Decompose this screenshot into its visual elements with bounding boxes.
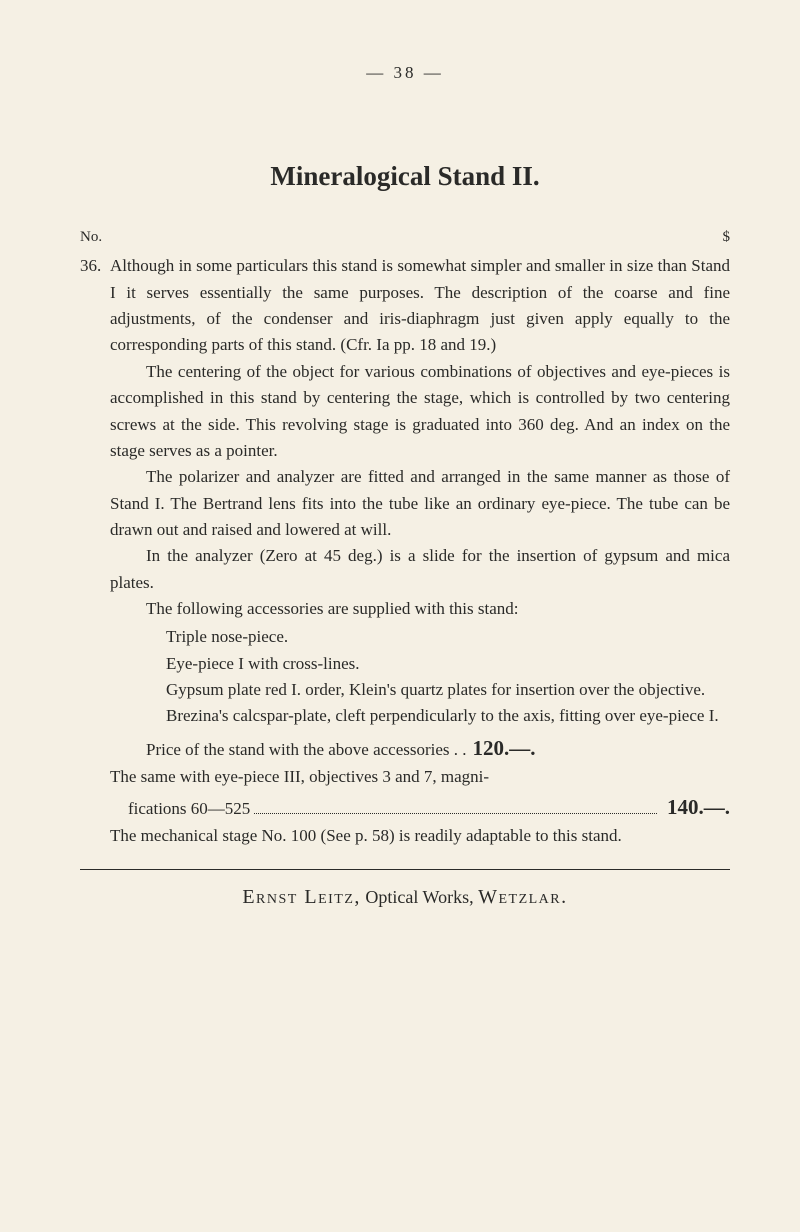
no-label: No. xyxy=(80,226,102,249)
accessory-item: Gypsum plate red I. order, Klein's quart… xyxy=(166,677,730,703)
main-title: Mineralogical Stand II. xyxy=(80,156,730,198)
accessories-list: Triple nose-piece. Eye-piece I with cros… xyxy=(166,624,730,729)
paragraph-2: The centering of the object for various … xyxy=(110,359,730,464)
page-number: — 38 — xyxy=(80,60,730,86)
price-2-text: fications 60—525 xyxy=(110,796,250,822)
price-1-text: Price of the stand with the above access… xyxy=(110,737,467,763)
item-36: 36. Although in some particulars this st… xyxy=(80,253,730,849)
price-2-value: 140.—. xyxy=(667,791,730,824)
price-1-value: 120.—. xyxy=(473,732,536,765)
footer-place: Wetzlar. xyxy=(478,886,568,908)
accessory-item: Eye-piece I with cross-lines. xyxy=(166,651,730,677)
leader-dots xyxy=(254,813,657,814)
paragraph-5: The following accessories are supplied w… xyxy=(110,596,730,622)
item-body: Although in some particulars this stand … xyxy=(110,253,730,849)
divider xyxy=(80,869,730,870)
footer-rest: Optical Works, xyxy=(361,887,478,907)
paragraph-1: Although in some particulars this stand … xyxy=(110,253,730,358)
paragraph-4: In the analyzer (Zero at 45 deg.) is a s… xyxy=(110,543,730,596)
price-line-2: fications 60—525 140.—. xyxy=(110,791,730,824)
item-number: 36. xyxy=(80,253,110,279)
column-header-row: No. $ xyxy=(80,226,730,249)
paragraph-3: The polarizer and analyzer are fitted an… xyxy=(110,464,730,543)
accessory-item: Triple nose-piece. xyxy=(166,624,730,650)
footer: Ernst Leitz, Optical Works, Wetzlar. xyxy=(80,882,730,913)
currency-symbol: $ xyxy=(723,226,731,249)
price-line-1: Price of the stand with the above access… xyxy=(110,732,730,765)
price-2-line1: The same with eye-piece III, objectives … xyxy=(110,764,730,790)
footer-name: Ernst Leitz, xyxy=(242,886,361,908)
accessory-item: Brezina's calcspar-plate, cleft perpendi… xyxy=(166,703,730,729)
tail-paragraph: The mechanical stage No. 100 (See p. 58)… xyxy=(110,823,730,849)
